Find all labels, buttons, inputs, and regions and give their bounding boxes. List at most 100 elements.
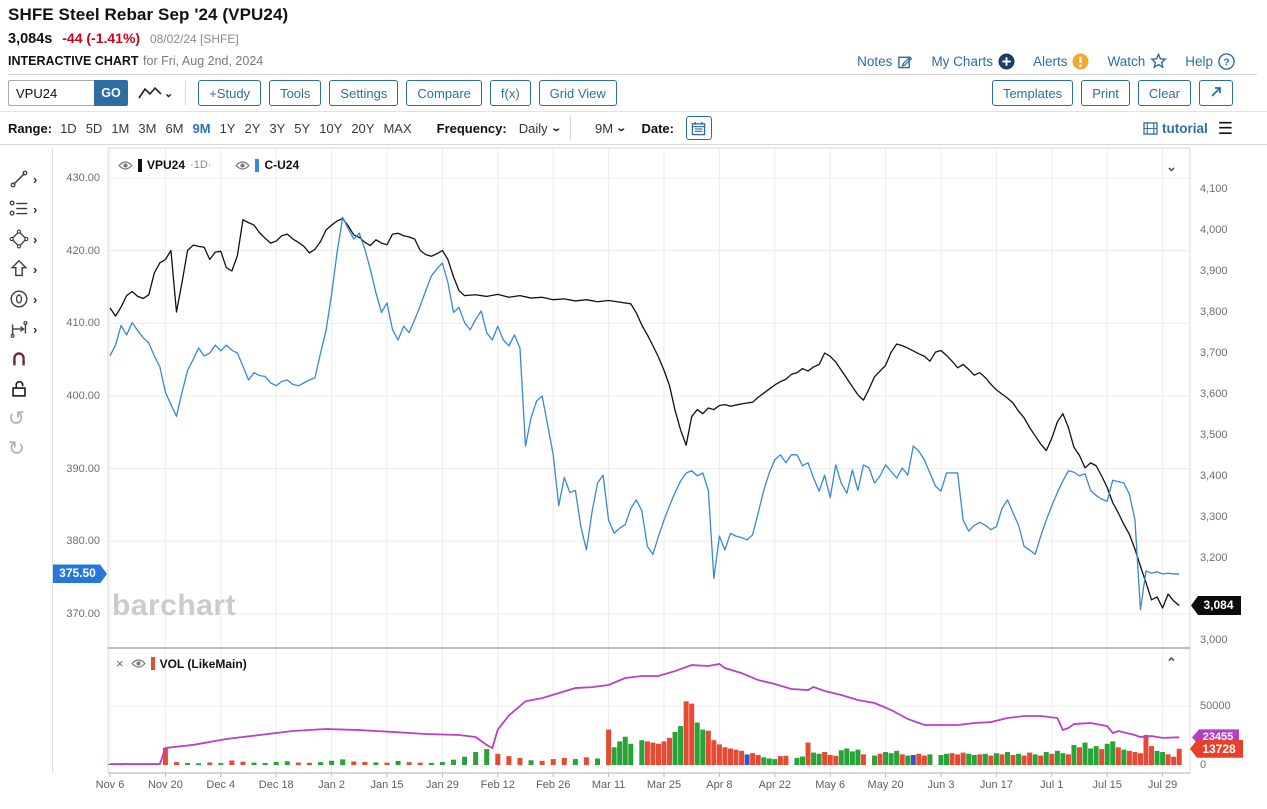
date-tick-label: Dec 4 (206, 779, 236, 791)
range-3y[interactable]: 3Y (269, 120, 286, 136)
range-list: 1D 5D 1M 3M 6M 9M 1Y 2Y 3Y 5Y 10Y 20Y MAX (60, 121, 421, 136)
left-axis-tick: 420.00 (66, 244, 100, 257)
question-circle-icon: ? (1218, 52, 1235, 70)
right-axis-tick: 4,100 (1200, 183, 1228, 195)
series-name[interactable]: VPU24 (147, 158, 186, 172)
notes-icon (897, 54, 913, 69)
text-annotation-tool[interactable]: › (8, 286, 52, 312)
eye-icon[interactable] (235, 160, 251, 171)
interactive-chart-label: INTERACTIVE CHART for Fri, Aug 2nd, 2024 (8, 54, 264, 68)
top-link-label: Watch (1107, 53, 1146, 69)
top-links: Notes My Charts Alerts Watch Help? (857, 52, 1257, 70)
date-tick-label: Jan 2 (318, 779, 346, 791)
measure-tool-icon (8, 318, 30, 340)
range-5d[interactable]: 5D (85, 120, 103, 136)
close-icon[interactable]: × (116, 656, 124, 671)
top-link-help[interactable]: Help? (1185, 52, 1235, 70)
date-tick-label: Jan 29 (425, 779, 459, 791)
date-tick-label: May 20 (867, 779, 904, 791)
series-name[interactable]: C-U24 (264, 158, 300, 172)
plus-circle-icon (998, 52, 1015, 70)
series-swatch (255, 158, 260, 172)
trendline-tool[interactable]: › (8, 166, 52, 192)
expand-chart-button[interactable] (1199, 80, 1233, 106)
range-1y[interactable]: 1Y (219, 120, 236, 136)
external-link-icon (1211, 86, 1221, 97)
divider (185, 81, 187, 105)
shapes-tool[interactable]: › (8, 226, 52, 252)
top-link-label: Notes (857, 53, 893, 69)
toolbar-button-templates[interactable]: Templates (991, 80, 1074, 106)
shapes-tool-icon (8, 228, 30, 250)
annotation-arrow-tool[interactable]: › (8, 256, 52, 282)
eye-icon[interactable] (118, 160, 133, 171)
right-axis-tick: 4,000 (1200, 224, 1228, 236)
top-link-alerts[interactable]: Alerts (1033, 52, 1090, 70)
toolbar-button-print[interactable]: Print (1081, 80, 1130, 106)
eye-icon[interactable] (130, 658, 146, 669)
toolbar-button-compare[interactable]: Compare (406, 80, 482, 106)
main-pane-legend: VPU24 ·1D· C-U24 (118, 158, 299, 172)
menu-icon[interactable]: ☰ (1217, 118, 1233, 138)
range-2y[interactable]: 2Y (244, 120, 261, 136)
range-10y[interactable]: 10Y (319, 120, 343, 136)
toolbar-button-fx[interactable]: f(x) (489, 80, 531, 106)
top-link-label: Help (1185, 53, 1213, 69)
top-link-notes[interactable]: Notes (857, 54, 913, 69)
date-tick-label: Jul 29 (1147, 779, 1178, 791)
symbol-input[interactable] (8, 80, 94, 106)
go-button[interactable]: GO (94, 80, 128, 106)
range-max[interactable]: MAX (383, 120, 412, 136)
toolbar-button-settings[interactable]: Settings (329, 80, 399, 106)
magnet-tool[interactable] (8, 346, 52, 372)
range-5y[interactable]: 5Y (294, 120, 311, 136)
chevron-right-icon: › (33, 321, 38, 337)
calendar-button[interactable] (685, 116, 712, 140)
undo-tool-icon: ↺ (8, 408, 25, 430)
toolbar-button-gridview[interactable]: Grid View (538, 80, 617, 106)
range-9m[interactable]: 9M (192, 120, 211, 136)
last-price: 3,084s (8, 31, 53, 47)
chevron-down-icon: ⌄ (549, 122, 562, 134)
frequency-label: Frequency: (436, 120, 507, 136)
collapse-pane-icon[interactable]: ⌄ (1166, 159, 1177, 174)
measure-tool[interactable]: › (8, 316, 52, 342)
redo-tool-icon: ↻ (8, 438, 25, 460)
left-axis-tick: 370.00 (66, 607, 100, 620)
toolbar-button-tools[interactable]: Tools (269, 80, 322, 106)
study-name[interactable]: VOL (LikeMain) (159, 656, 247, 671)
chevron-right-icon: › (33, 231, 38, 247)
date-tick-label: Nov 20 (147, 779, 183, 791)
chevron-right-icon: › (33, 261, 38, 277)
lock-tool[interactable] (8, 376, 52, 402)
top-link-watch[interactable]: Watch (1107, 53, 1168, 69)
redo-tool[interactable]: ↻ (8, 436, 52, 462)
expand-pane-icon[interactable]: ⌃ (1166, 655, 1177, 670)
left-axis-price-badge: 375.50 (53, 564, 107, 583)
range-3m[interactable]: 3M (138, 120, 157, 136)
fibonacci-tool[interactable]: › (8, 196, 52, 222)
right-axis-tick: 3,700 (1200, 347, 1228, 359)
trendline-tool-icon (8, 168, 30, 190)
range-1m[interactable]: 1M (111, 120, 130, 136)
study-swatch (150, 657, 155, 670)
left-axis-tick: 430.00 (66, 172, 100, 184)
toolbar-button-clear[interactable]: Clear (1137, 80, 1191, 106)
quote-date-exchange: 08/02/24 [SHFE] (149, 32, 239, 46)
star-icon (1150, 53, 1168, 69)
range-6m[interactable]: 6M (165, 120, 184, 136)
frequency-select[interactable]: Daily (518, 120, 548, 136)
tutorial-link[interactable]: tutorial (1143, 121, 1208, 136)
toolbar-button-study[interactable]: +Study (198, 80, 262, 106)
chart-type-selector[interactable]: ⌄ (138, 85, 173, 101)
undo-tool[interactable]: ↺ (8, 406, 52, 432)
period-select[interactable]: 9M (595, 120, 614, 136)
date-tick-label: Jul 15 (1092, 779, 1122, 791)
top-link-my-charts[interactable]: My Charts (931, 52, 1015, 70)
date-tick-label: Jun 17 (979, 779, 1013, 791)
page-title: SHFE Steel Rebar Sep '24 (VPU24) (8, 5, 289, 24)
date-tick-label: Dec 18 (258, 779, 294, 791)
range-20y[interactable]: 20Y (351, 120, 375, 136)
calendar-icon (692, 121, 706, 135)
range-1d[interactable]: 1D (60, 120, 77, 136)
